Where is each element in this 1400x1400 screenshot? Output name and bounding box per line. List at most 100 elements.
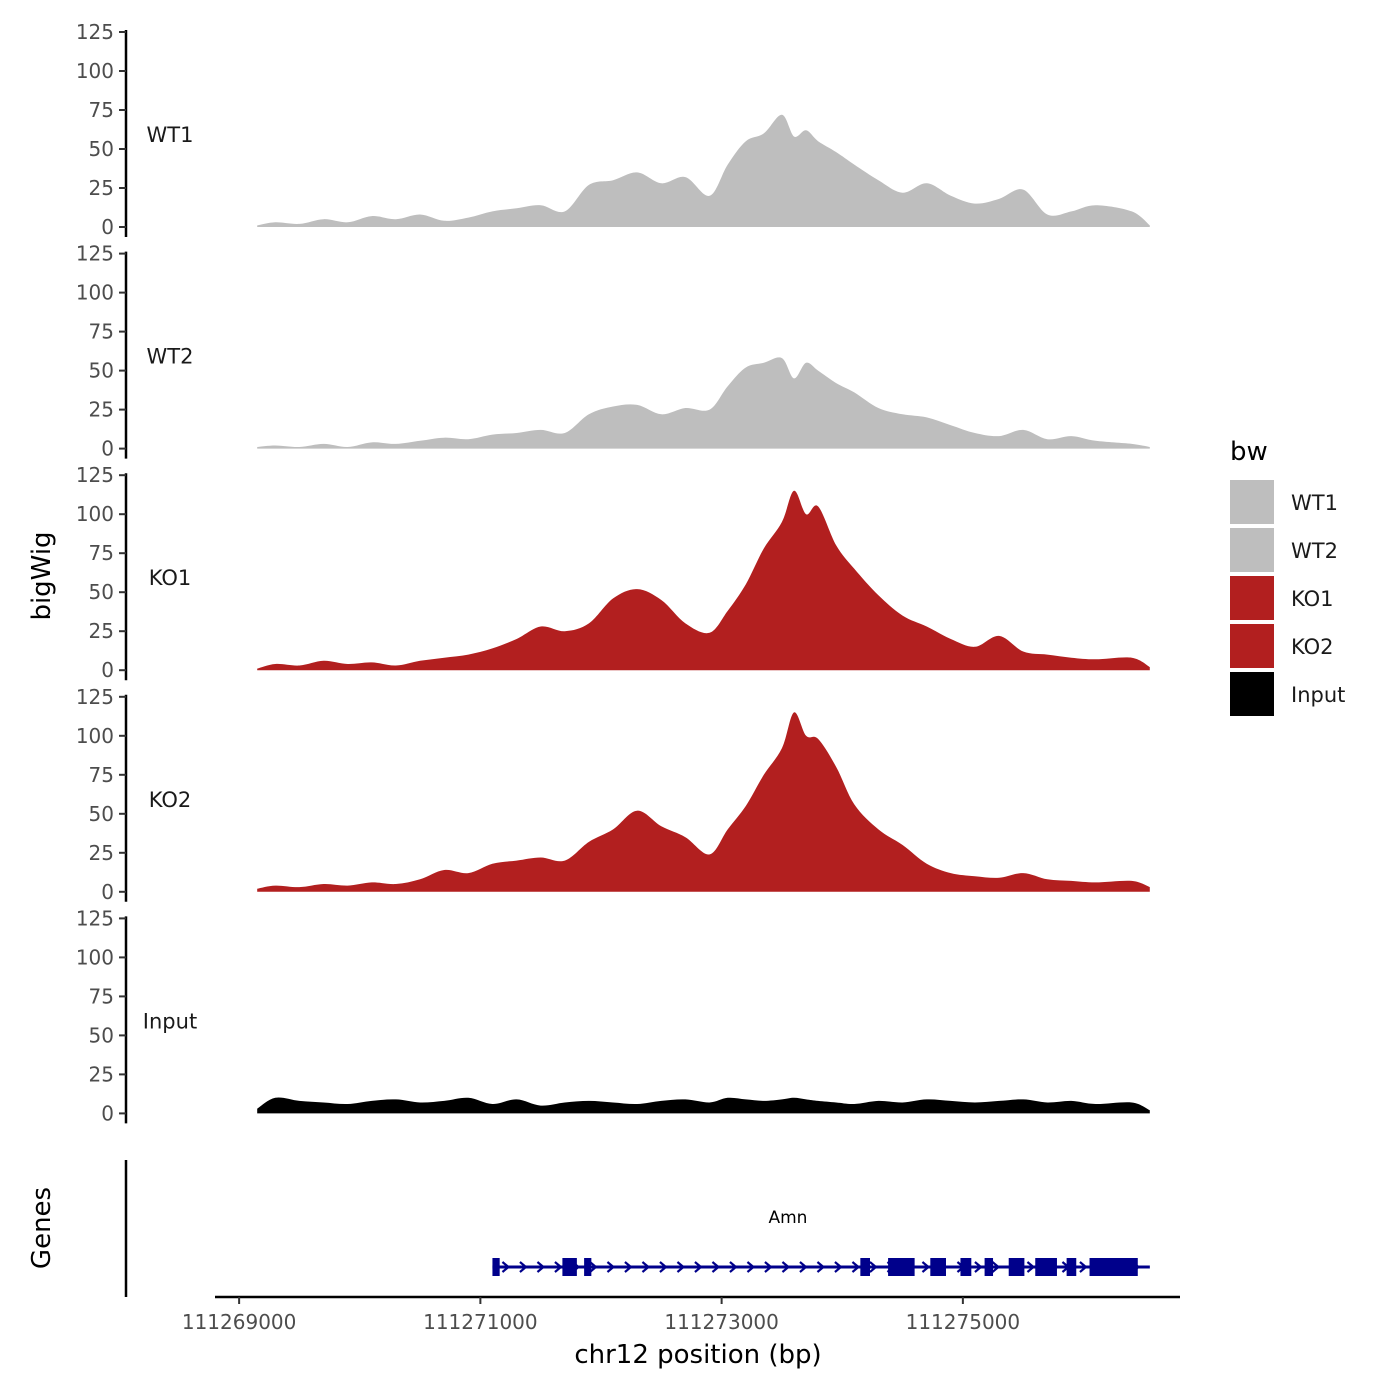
y-tick-label: 75 bbox=[89, 984, 114, 1008]
strand-arrow bbox=[816, 1261, 826, 1273]
legend-swatch-ko1 bbox=[1230, 576, 1274, 620]
y-tick-label: 50 bbox=[89, 359, 114, 383]
gene-exon bbox=[1008, 1258, 1025, 1276]
track-input: 0 25 50 75 100 125 Input bbox=[76, 906, 1150, 1125]
y-tick-label: 75 bbox=[89, 98, 114, 122]
y-tick-label: 75 bbox=[89, 541, 114, 565]
strand-arrow bbox=[711, 1261, 721, 1273]
strand-arrow bbox=[799, 1261, 808, 1273]
gene-exon bbox=[1066, 1258, 1077, 1276]
y-axis-title: bigWig bbox=[27, 531, 57, 620]
y-tick-label: 50 bbox=[89, 802, 114, 826]
legend-title: bw bbox=[1230, 437, 1268, 467]
track-label: WT2 bbox=[147, 345, 194, 369]
y-tick-label: 75 bbox=[89, 320, 114, 344]
strand-arrow bbox=[554, 1261, 563, 1273]
genes-panel: Amn bbox=[124, 1160, 1150, 1297]
coverage-area-ko2 bbox=[257, 712, 1150, 892]
y-tick-label: 0 bbox=[101, 1101, 114, 1125]
y-tick-label: 125 bbox=[76, 906, 114, 930]
gene-exon bbox=[930, 1258, 946, 1276]
y-tick-label: 100 bbox=[76, 945, 114, 969]
gene-label: Amn bbox=[768, 1208, 807, 1228]
legend-swatch-ko2 bbox=[1230, 624, 1274, 668]
strand-arrow bbox=[659, 1261, 668, 1273]
coverage-tracks: 0 25 50 75 100 125 WT1 0 25 50 75 100 125 WT2 0 25 50 75 1… bbox=[76, 20, 1150, 1125]
track-wt1: 0 25 50 75 100 125 WT1 bbox=[76, 20, 1150, 239]
strand-arrow bbox=[589, 1261, 598, 1273]
x-tick-label: 111269000 bbox=[182, 1310, 297, 1334]
coverage-area-wt2 bbox=[257, 357, 1150, 449]
gene-exon bbox=[1035, 1258, 1057, 1276]
genes-axis-title: Genes bbox=[27, 1187, 57, 1269]
y-tick-label: 50 bbox=[89, 137, 114, 161]
y-tick-label: 25 bbox=[89, 176, 114, 200]
y-tick-label: 100 bbox=[76, 724, 114, 748]
x-tick-label: 111271000 bbox=[423, 1310, 538, 1334]
strand-arrow bbox=[991, 1261, 1001, 1273]
strand-arrow bbox=[764, 1261, 773, 1273]
strand-arrow bbox=[869, 1261, 878, 1273]
legend-label-wt2: WT2 bbox=[1291, 539, 1338, 563]
y-tick-label: 0 bbox=[101, 880, 114, 904]
strand-arrow bbox=[1026, 1261, 1036, 1273]
x-tick-label: 111273000 bbox=[664, 1310, 779, 1334]
y-tick-label: 0 bbox=[101, 437, 114, 461]
gene-exon bbox=[860, 1258, 870, 1276]
track-ko2: 0 25 50 75 100 125 KO2 bbox=[76, 685, 1150, 904]
strand-arrow bbox=[641, 1261, 651, 1273]
track-label: Input bbox=[143, 1009, 197, 1033]
track-label: KO2 bbox=[149, 788, 192, 812]
gene-exon bbox=[1089, 1258, 1138, 1276]
gene-exon bbox=[562, 1258, 577, 1276]
x-tick-label: 111275000 bbox=[906, 1310, 1021, 1334]
y-tick-label: 0 bbox=[101, 215, 114, 239]
strand-arrow bbox=[921, 1261, 931, 1273]
y-tick-label: 25 bbox=[89, 398, 114, 422]
y-tick-label: 125 bbox=[76, 242, 114, 266]
legend-label-wt1: WT1 bbox=[1291, 491, 1338, 515]
track-wt2: 0 25 50 75 100 125 WT2 bbox=[76, 242, 1150, 461]
y-tick-label: 75 bbox=[89, 763, 114, 787]
legend-label-ko1: KO1 bbox=[1291, 587, 1334, 611]
gene-exon bbox=[888, 1258, 915, 1276]
y-tick-label: 50 bbox=[89, 580, 114, 604]
y-tick-label: 25 bbox=[89, 619, 114, 643]
x-axis-title: chr12 position (bp) bbox=[574, 1340, 821, 1370]
strand-arrow bbox=[746, 1261, 756, 1273]
legend: bw WT1 WT2 KO1 KO2 Input bbox=[1230, 437, 1345, 716]
y-tick-label: 125 bbox=[76, 685, 114, 709]
strand-arrow bbox=[501, 1261, 511, 1273]
gene-exon bbox=[584, 1258, 592, 1276]
strand-arrow bbox=[676, 1261, 686, 1273]
strand-arrow bbox=[1079, 1261, 1088, 1273]
track-label: KO1 bbox=[149, 566, 192, 590]
strand-arrow bbox=[974, 1261, 983, 1273]
strand-arrow bbox=[519, 1261, 528, 1273]
y-tick-label: 0 bbox=[101, 658, 114, 682]
strand-arrow bbox=[536, 1261, 546, 1273]
legend-swatch-wt2 bbox=[1230, 528, 1274, 572]
legend-swatch-input bbox=[1230, 672, 1274, 716]
track-ko1: 0 25 50 75 100 125 KO1 bbox=[76, 463, 1150, 682]
strand-arrow bbox=[606, 1261, 616, 1273]
strand-arrow bbox=[851, 1261, 861, 1273]
y-tick-label: 100 bbox=[76, 59, 114, 83]
y-tick-label: 125 bbox=[76, 463, 114, 487]
strand-arrow bbox=[624, 1261, 633, 1273]
y-tick-label: 100 bbox=[76, 281, 114, 305]
gene-exon bbox=[960, 1258, 972, 1276]
y-tick-label: 50 bbox=[89, 1023, 114, 1047]
strand-arrow bbox=[781, 1261, 791, 1273]
y-tick-label: 100 bbox=[76, 502, 114, 526]
coverage-area-wt1 bbox=[257, 114, 1150, 227]
gene-exon bbox=[984, 1258, 994, 1276]
x-axis: 111269000 111271000 111273000 111275000 bbox=[182, 1295, 1180, 1334]
strand-arrow bbox=[834, 1261, 843, 1273]
strand-arrow bbox=[694, 1261, 703, 1273]
y-tick-label: 125 bbox=[76, 20, 114, 44]
y-tick-label: 25 bbox=[89, 841, 114, 865]
legend-label-ko2: KO2 bbox=[1291, 635, 1334, 659]
track-label: WT1 bbox=[147, 123, 194, 147]
